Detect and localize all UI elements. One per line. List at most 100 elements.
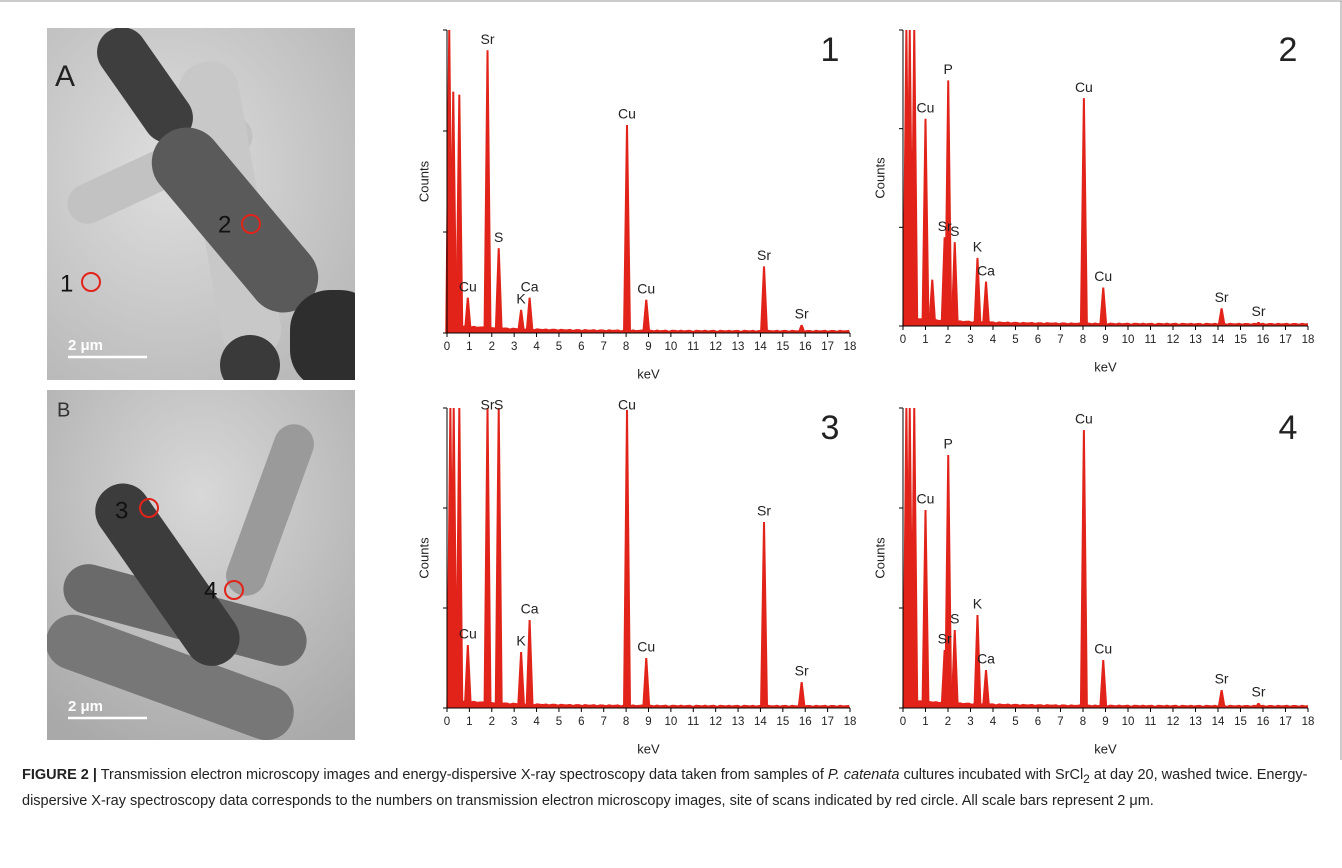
- x-tick-label: 7: [1057, 716, 1063, 728]
- peak: [1079, 430, 1088, 708]
- peak-label: Sr: [1252, 684, 1266, 700]
- x-tick-label: 16: [799, 341, 812, 353]
- peak: [455, 94, 464, 333]
- peak: [642, 658, 651, 708]
- x-tick-label: 10: [1122, 716, 1135, 728]
- x-tick-label: 6: [1035, 716, 1041, 728]
- peak-label: Sr: [1215, 671, 1229, 687]
- x-tick-label: 18: [844, 341, 857, 353]
- panel-number: 4: [1279, 409, 1298, 447]
- x-tick-label: 3: [967, 334, 973, 346]
- x-tick-label: 3: [511, 341, 517, 353]
- peak-label: S: [494, 397, 503, 413]
- panel-letter: A: [55, 60, 75, 93]
- x-tick-label: 17: [821, 716, 834, 728]
- peak: [973, 615, 982, 708]
- x-tick-label: 11: [687, 716, 699, 728]
- peak-label: Cu: [618, 106, 636, 122]
- peak: [760, 522, 769, 708]
- background-noise: [447, 699, 850, 708]
- background-noise: [447, 324, 850, 333]
- x-tick-label: 13: [1189, 334, 1202, 346]
- peak: [1079, 98, 1088, 326]
- x-tick-label: 15: [1234, 716, 1247, 728]
- x-tick-label: 11: [1145, 334, 1157, 346]
- peak-label: Sr: [757, 247, 771, 263]
- x-tick-label: 9: [1102, 716, 1108, 728]
- peak: [982, 670, 991, 708]
- peak-label: Sr: [795, 306, 809, 322]
- peak: [483, 50, 492, 333]
- caption-text: at day 20, washed twice. Energy-dispersi…: [22, 767, 1308, 809]
- x-tick-label: 15: [776, 341, 789, 353]
- peak: [517, 309, 526, 333]
- x-tick-label: 4: [533, 716, 540, 728]
- x-tick-label: 1: [922, 716, 928, 728]
- x-axis-title: keV: [1094, 359, 1117, 374]
- x-axis-title: keV: [637, 741, 660, 756]
- caption-label: FIGURE 2 |: [22, 767, 97, 783]
- micrograph-a: [47, 28, 355, 380]
- peak: [797, 324, 806, 333]
- x-tick-label: 6: [1035, 334, 1041, 346]
- peak: [982, 281, 991, 326]
- x-axis-title: keV: [637, 366, 660, 381]
- peak: [921, 510, 930, 708]
- peak-label: Cu: [459, 278, 477, 294]
- x-tick-label: 11: [1145, 716, 1157, 728]
- x-tick-label: 4: [990, 334, 997, 346]
- micrograph-b: [47, 390, 355, 740]
- site-circle: [224, 580, 244, 600]
- peak: [1254, 322, 1263, 326]
- caption: FIGURE 2 | Transmission electron microsc…: [22, 764, 1317, 812]
- x-tick-label: 12: [709, 716, 722, 728]
- x-tick-label: 18: [1302, 334, 1315, 346]
- x-tick-label: 8: [1080, 334, 1086, 346]
- caption-species: P. catenata: [827, 767, 900, 783]
- y-axis-title: Counts: [416, 537, 431, 579]
- peak-label: Sr: [938, 631, 952, 647]
- caption-subscript: 2: [1083, 771, 1090, 786]
- peak-label: Cu: [917, 491, 935, 507]
- y-axis-title: Counts: [872, 537, 887, 579]
- x-tick-label: 10: [664, 716, 677, 728]
- peak-label: Sr: [795, 663, 809, 679]
- x-tick-label: 4: [533, 341, 540, 353]
- x-tick-label: 12: [1167, 334, 1180, 346]
- x-tick-label: 5: [1012, 334, 1018, 346]
- peak: [1254, 703, 1263, 708]
- peak: [642, 299, 651, 333]
- peak-label: Cu: [459, 626, 477, 642]
- x-tick-label: 18: [844, 716, 857, 728]
- x-tick-label: 17: [1279, 334, 1292, 346]
- peak-label: Sr: [1252, 303, 1266, 319]
- peak: [1217, 690, 1226, 708]
- panel-letter: B: [57, 399, 70, 421]
- x-tick-label: 9: [1102, 334, 1108, 346]
- panel-number: 3: [821, 409, 840, 447]
- peak: [449, 91, 458, 333]
- peak-label: Cu: [1075, 411, 1093, 427]
- peak-label: Cu: [917, 100, 935, 116]
- scale-bar-label: 2 μm: [68, 337, 103, 354]
- x-tick-label: 1: [466, 716, 472, 728]
- peak-label: Cu: [637, 639, 655, 655]
- peak: [623, 124, 632, 333]
- x-tick-label: 17: [821, 341, 834, 353]
- peak: [928, 279, 937, 326]
- peak-label: Ca: [977, 262, 995, 278]
- peak: [797, 682, 806, 708]
- peak-label: Ca: [521, 278, 539, 294]
- x-tick-label: 16: [799, 716, 812, 728]
- peak: [910, 30, 919, 326]
- y-axis-title: Counts: [872, 157, 887, 199]
- site-label: 1: [60, 270, 73, 297]
- peak: [525, 297, 534, 333]
- background-noise: [903, 316, 1308, 326]
- x-tick-label: 2: [489, 341, 495, 353]
- x-tick-label: 7: [601, 716, 607, 728]
- peak: [921, 118, 930, 326]
- peak: [910, 408, 919, 708]
- y-axis-title: Counts: [416, 160, 431, 202]
